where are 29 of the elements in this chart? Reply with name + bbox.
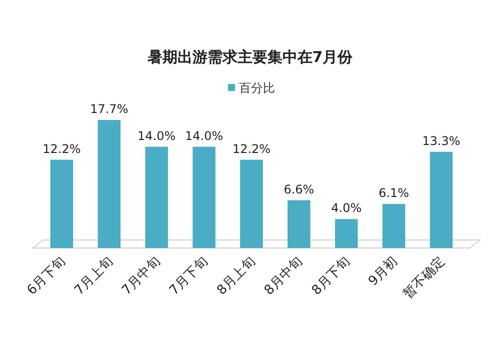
x-tick-label: 8月上旬 [214,254,258,298]
data-label: 13.3% [422,134,460,148]
x-tick-label: 8月中旬 [262,254,306,298]
bar [382,204,406,248]
bar [288,200,310,248]
bar [98,120,121,248]
chart-title: 暑期出游需求主要集中在7月份 [146,48,354,66]
bar [50,160,74,248]
x-tick-label: 7月下旬 [166,254,211,298]
legend-label: 百分比 [239,81,275,95]
data-label: 14.0% [138,128,176,143]
data-label: 14.0% [184,128,224,143]
bar [240,160,263,248]
x-tick-label: 8月下旬 [309,254,354,298]
data-label: 12.2% [232,142,271,156]
bar [192,146,216,248]
bar [430,152,453,248]
data-label: 17.7% [90,102,128,116]
x-tick-label: 9月初 [366,254,401,290]
data-label: 6.6% [284,182,314,196]
x-tick-label: 7月中旬 [119,254,164,298]
x-tick-label: 暂不确定 [400,254,448,302]
x-tick-label: 7月上旬 [72,254,116,298]
data-label: 4.0% [331,201,362,216]
x-tick-label: 6月下旬 [24,254,69,298]
bar [335,219,358,248]
data-label: 12.2% [42,142,81,156]
bar [145,146,168,248]
data-label: 6.1% [378,186,410,200]
